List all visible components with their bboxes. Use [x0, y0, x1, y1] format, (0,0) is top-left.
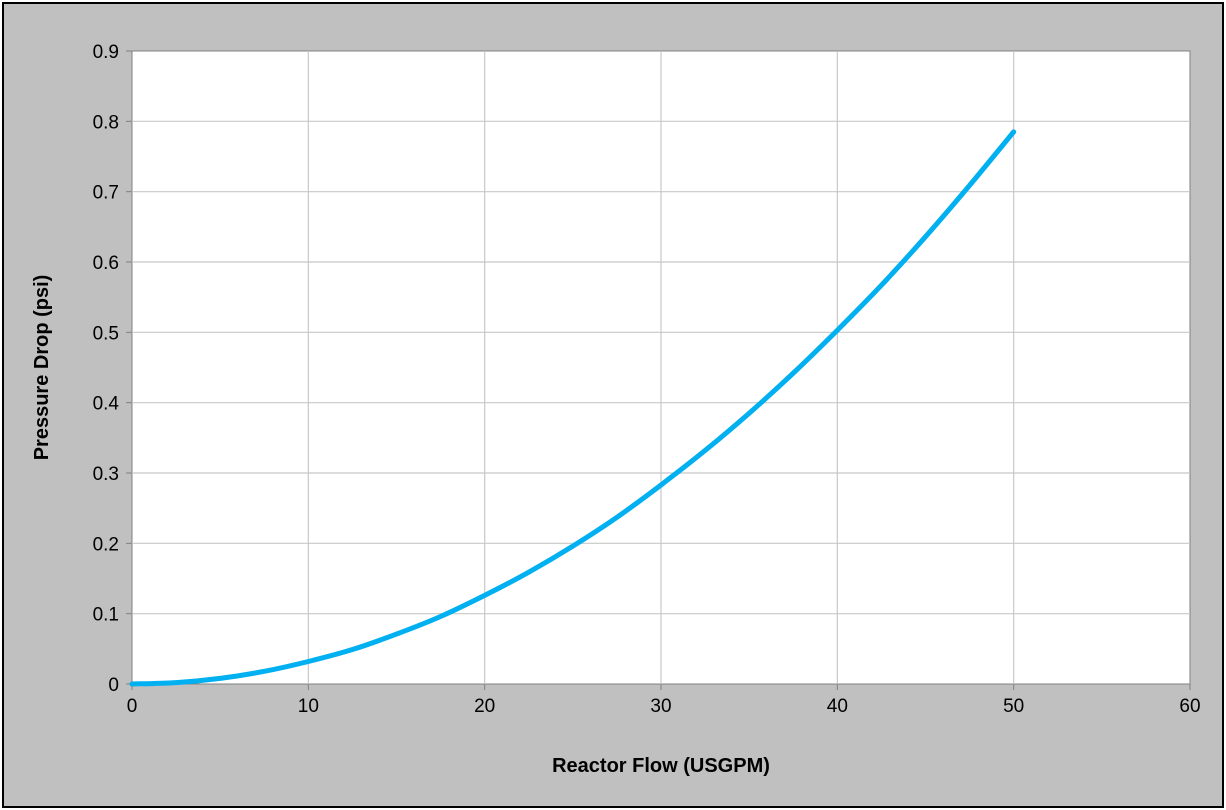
y-tick-label: 0.1 — [93, 605, 119, 626]
y-tick-label: 0 — [108, 675, 119, 696]
y-tick-label: 0.9 — [93, 42, 119, 63]
x-tick-label: 30 — [650, 696, 671, 717]
x-tick-label: 10 — [298, 696, 319, 717]
x-tick-label: 0 — [127, 696, 138, 717]
tick-labels: 0 10 20 30 40 50 60 0 0.1 0.2 0.3 0.4 0.5 0.6 0.7 0.8 0.… — [93, 42, 1201, 717]
y-tick-label: 0.8 — [93, 112, 119, 133]
x-tick-label: 20 — [474, 696, 495, 717]
x-tick-label: 50 — [1003, 696, 1024, 717]
y-tick-label: 0.3 — [93, 464, 119, 485]
y-tick-label: 0.6 — [93, 253, 119, 274]
y-tick-label: 0.2 — [93, 534, 119, 555]
y-tick-label: 0.7 — [93, 183, 119, 204]
y-axis-title: Pressure Drop (psi) — [31, 275, 53, 461]
x-axis-title: Reactor Flow (USGPM) — [552, 755, 770, 777]
y-tick-label: 0.5 — [93, 323, 119, 344]
series-layer — [129, 129, 1017, 687]
x-tick-label: 60 — [1179, 696, 1200, 717]
grid-lines — [126, 50, 1191, 690]
x-tick-label: 40 — [827, 696, 848, 717]
y-tick-label: 0.4 — [93, 394, 120, 415]
series-line-0 — [129, 129, 1017, 687]
